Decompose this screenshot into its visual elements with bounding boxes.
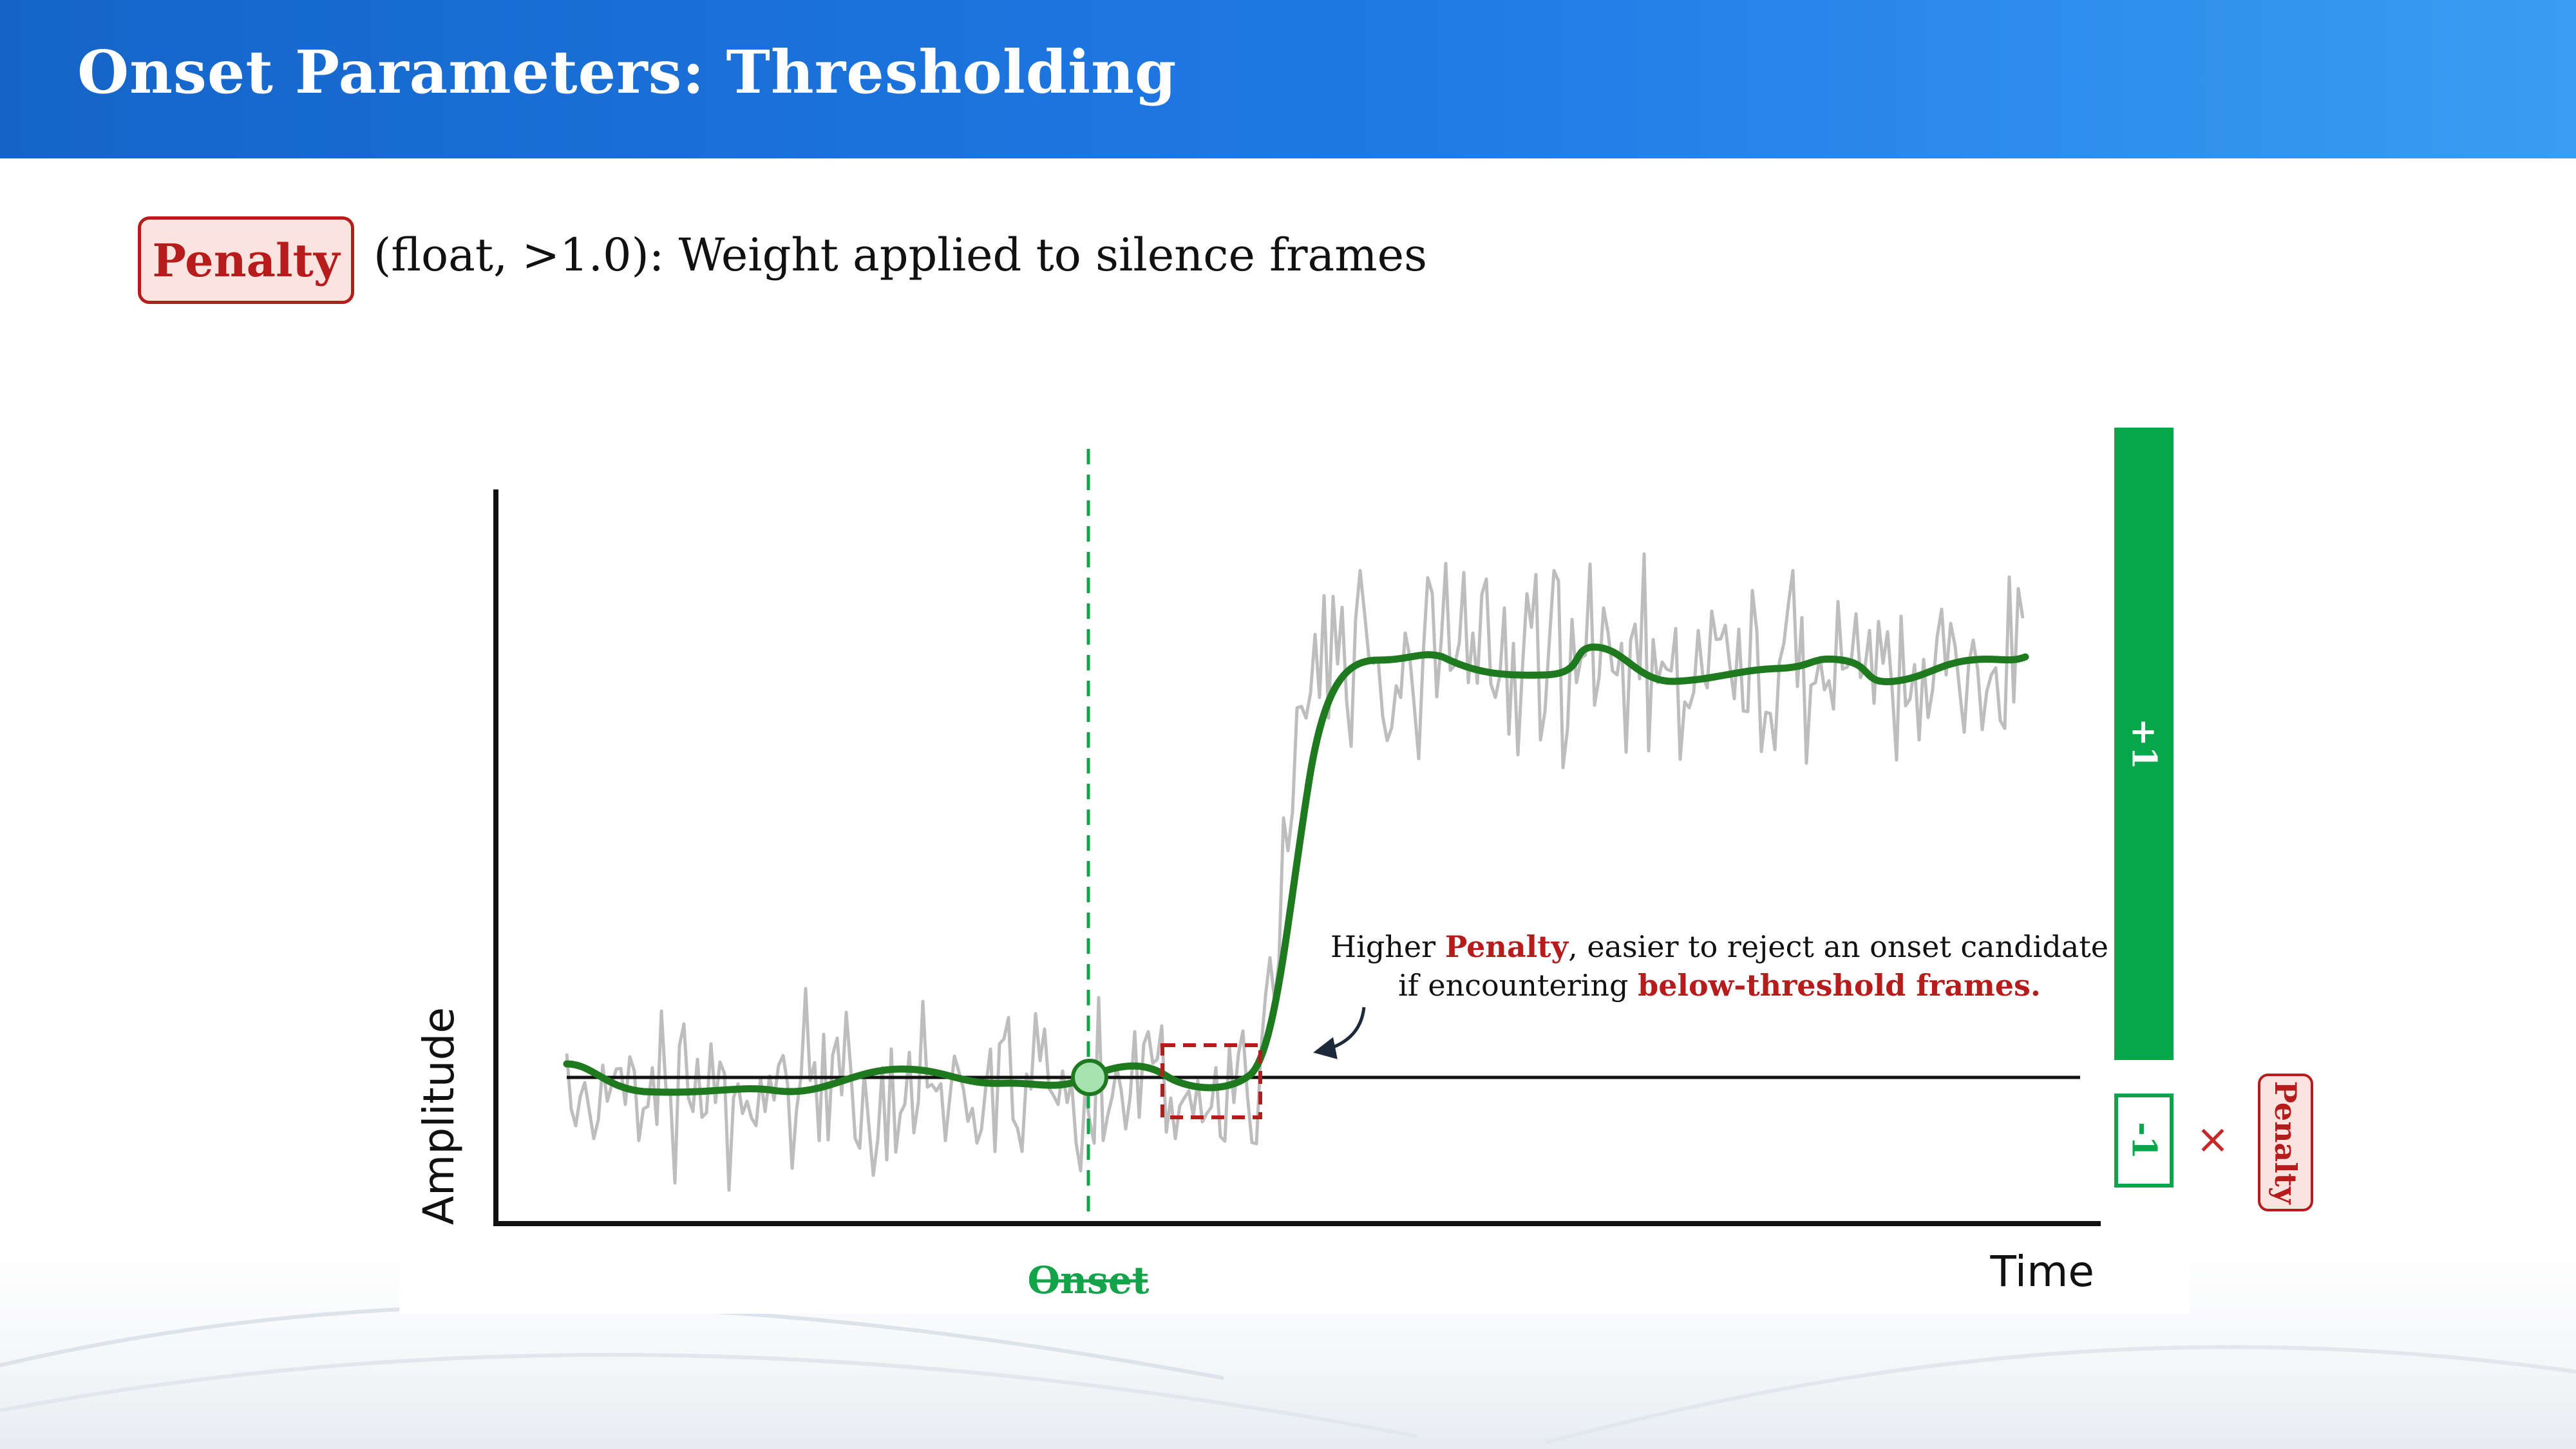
noise-polyline [565,552,2025,1192]
annotation-line-1: Higher Penalty, easier to reject an onse… [1314,927,2125,966]
annotation-text: , easier to reject an onset candidate [1568,929,2108,964]
below-threshold-frames-box [1160,1043,1262,1119]
negative-score-box [2114,1094,2174,1188]
x-axis-label: Time [1989,1247,2094,1296]
annotation-text: if encountering [1398,968,1638,1003]
title-bar: Onset Parameters: Thresholding [0,0,2576,158]
annotation-highlight-frames: below-threshold frames. [1638,968,2041,1003]
onset-candidate-point [1071,1059,1108,1096]
y-axis-label: Amplitude [414,1007,464,1225]
positive-score-label: +1 [2124,718,2164,770]
penalty-multiplier-tag [2258,1074,2313,1211]
annotation-highlight-penalty: Penalty [1444,929,1569,964]
smoothed-onset-curve [563,643,2029,1096]
annotation-arrow [1313,1007,1366,1059]
noisy-signal-trace [565,552,2025,1192]
multiply-icon: × [2196,1115,2230,1162]
parameter-description: (float, >1.0): Weight applied to silence… [374,229,1428,281]
penalty-parameter-badge: Penalty [138,216,354,304]
penalty-multiplier-label: Penalty [2268,1081,2303,1204]
annotation-text: Higher [1331,929,1445,964]
positive-score-bar [2114,428,2174,1060]
annotation-line-2: if encountering below-threshold frames. [1314,966,2125,1005]
penalty-annotation: Higher Penalty, easier to reject an onse… [1314,927,2125,1005]
negative-score-label: -1 [2124,1122,2164,1159]
slide-title: Onset Parameters: Thresholding [77,37,1177,107]
